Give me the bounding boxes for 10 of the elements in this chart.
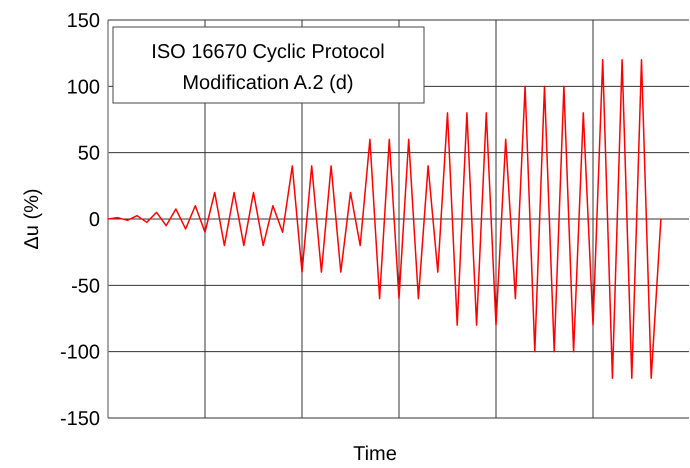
y-tick-label: 150	[66, 10, 100, 32]
y-tick-label: -150	[60, 408, 100, 430]
y-tick-label: -100	[60, 342, 100, 364]
x-axis-title: Time	[353, 443, 397, 465]
y-tick-label: 0	[88, 209, 100, 231]
y-axis-title: Δu (%)	[21, 188, 43, 250]
y-tick-label: 50	[78, 142, 100, 165]
y-tick-label: 100	[66, 76, 100, 98]
text: ISO 16670 Cyclic Protocol Modification A.2 (d)	[151, 41, 385, 94]
y-tick-label: -50	[71, 275, 100, 298]
